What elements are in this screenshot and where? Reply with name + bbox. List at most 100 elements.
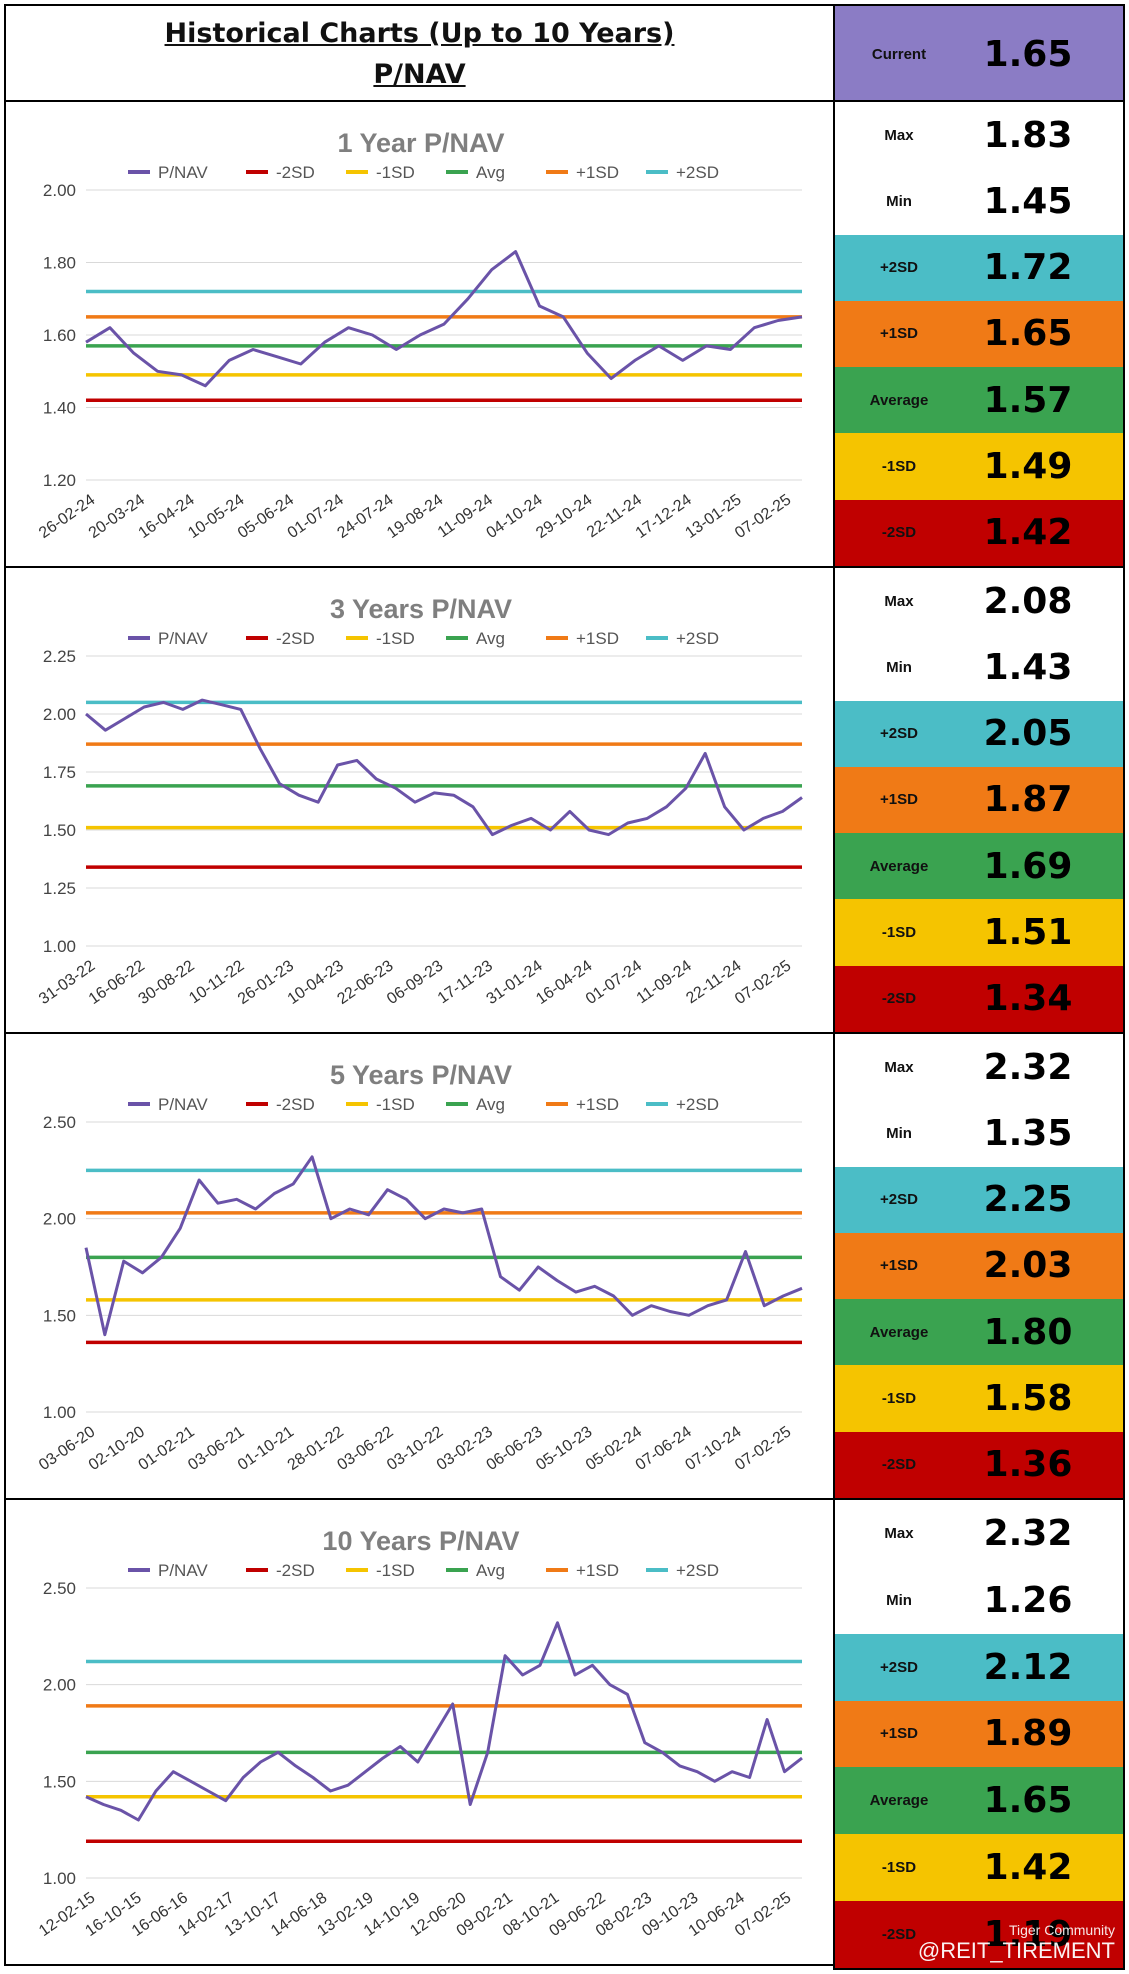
chart-title: 3 Years P/NAV xyxy=(330,594,512,624)
stat-max: Max 2.32 xyxy=(835,1500,1123,1567)
stat-minus1: -1SD 1.58 xyxy=(835,1365,1123,1432)
chart-panel-1y: 1 Year P/NAV P/NAV -2SD -1SD Avg +1SD +2SD 2.00… xyxy=(4,100,835,568)
stat-label: Min xyxy=(886,658,912,676)
legend-label: Avg xyxy=(476,163,505,182)
stat-value: 1.69 xyxy=(983,845,1073,887)
chart-title: 1 Year P/NAV xyxy=(337,128,504,158)
stat-label: +2SD xyxy=(880,259,918,277)
stat-value: 1.51 xyxy=(983,912,1073,954)
stat-label: +2SD xyxy=(880,725,918,743)
chart-panel-10y: 10 Years P/NAV P/NAV -2SD -1SD Avg +1SD +2SD 2.… xyxy=(4,1498,835,1966)
stat-value: 1.65 xyxy=(983,313,1073,355)
stat-value: 1.42 xyxy=(983,512,1073,554)
stat-label: Average xyxy=(869,1323,929,1341)
stat-value: 1.87 xyxy=(983,779,1073,821)
x-tick-label: 07-02-25 xyxy=(732,1423,794,1474)
stat-max: Max 2.32 xyxy=(835,1034,1123,1101)
y-tick-label: 1.50 xyxy=(43,821,76,840)
stat-value: 1.36 xyxy=(983,1444,1073,1486)
legend-label: P/NAV xyxy=(158,629,208,648)
stat-value: 2.03 xyxy=(983,1245,1073,1287)
chart-5y: 5 Years P/NAV P/NAV -2SD -1SD Avg +1SD +2SD 2.5… xyxy=(36,1060,803,1474)
y-tick-label: 1.50 xyxy=(43,1306,76,1325)
x-tick-label: 01-07-24 xyxy=(583,957,645,1008)
legend-label: +1SD xyxy=(576,163,619,182)
chart-title: 10 Years P/NAV xyxy=(322,1526,519,1556)
stat-label: +1SD xyxy=(880,1257,918,1275)
stat-value: 1.19 xyxy=(983,1914,1073,1956)
stat-plus1: +1SD 1.65 xyxy=(835,300,1123,368)
page-title: Historical Charts (Up to 10 Years) xyxy=(164,18,675,49)
legend-label: +2SD xyxy=(676,1095,719,1114)
stat-avg: Average 1.57 xyxy=(835,367,1123,434)
watermark: Tiger Community @REIT_TIREMENT xyxy=(918,1922,1115,1964)
stat-label: Max xyxy=(884,126,914,144)
y-tick-label: 2.50 xyxy=(43,1579,76,1598)
stat-value: 2.32 xyxy=(983,1512,1073,1554)
stat-label: -2SD xyxy=(881,1456,917,1474)
stat-value: 2.05 xyxy=(983,713,1073,755)
stat-label: +1SD xyxy=(880,791,918,809)
legend-label: -2SD xyxy=(276,1095,315,1114)
y-tick-label: 1.20 xyxy=(43,471,76,490)
stat-value: 1.49 xyxy=(983,446,1073,488)
y-tick-label: 1.75 xyxy=(43,763,76,782)
x-tick-label: 29-10-24 xyxy=(533,491,595,542)
y-tick-label: 1.60 xyxy=(43,326,76,345)
legend-label: Avg xyxy=(476,1561,505,1580)
stat-minus2: -2SD 1.19 xyxy=(835,1901,1123,1968)
stat-minus1: -1SD 1.51 xyxy=(835,899,1123,966)
x-tick-label: 30-08-22 xyxy=(136,957,198,1008)
y-tick-label: 1.00 xyxy=(43,1403,76,1422)
stat-label: Max xyxy=(884,592,914,610)
x-tick-label: 11-09-24 xyxy=(634,957,695,1007)
legend-label: -1SD xyxy=(376,1095,415,1114)
legend-label: -1SD xyxy=(376,163,415,182)
stat-plus1: +1SD 2.03 xyxy=(835,1232,1123,1300)
legend-label: +1SD xyxy=(576,629,619,648)
stat-label: Max xyxy=(884,1524,914,1542)
y-tick-label: 2.00 xyxy=(43,705,76,724)
page-subtitle: P/NAV xyxy=(373,59,466,90)
stat-label: Average xyxy=(869,391,929,409)
stat-min: Min 1.35 xyxy=(835,1100,1123,1167)
stat-label: -1SD xyxy=(881,458,917,476)
watermark-brand: Tiger Community xyxy=(1008,1922,1115,1938)
stat-value: 1.58 xyxy=(983,1378,1073,1420)
stats-panel-3y: Max 2.08 Min 1.43 +2SD 2.05 +1SD 1.87 Average 1.6… xyxy=(833,566,1125,1034)
stat-minus2: -2SD 1.36 xyxy=(835,1431,1123,1498)
stat-plus2: +2SD 2.12 xyxy=(835,1633,1123,1701)
stat-plus2: +2SD 1.72 xyxy=(835,234,1123,301)
legend-label: -1SD xyxy=(376,1561,415,1580)
legend-label: -2SD xyxy=(276,629,315,648)
stat-min: Min 1.43 xyxy=(835,634,1123,701)
pnav-series-line xyxy=(84,1155,803,1337)
x-tick-label: 06-09-23 xyxy=(384,957,446,1008)
legend-label: P/NAV xyxy=(158,163,208,182)
stat-min: Min 1.45 xyxy=(835,168,1123,235)
legend-label: P/NAV xyxy=(158,1561,208,1580)
y-tick-label: 2.00 xyxy=(43,1210,76,1229)
watermark-handle: @REIT_TIREMENT xyxy=(917,1938,1115,1963)
x-tick-label: 07-02-25 xyxy=(732,957,794,1008)
stat-plus2: +2SD 2.05 xyxy=(835,700,1123,767)
stat-label: -1SD xyxy=(881,924,917,942)
stat-value: 1.43 xyxy=(983,646,1073,688)
y-tick-label: 1.00 xyxy=(43,937,76,956)
stats-panel-10y: Max 2.32 Min 1.26 +2SD 2.12 +1SD 1.89 Average 1.6… xyxy=(833,1498,1125,1970)
x-tick-label: 19-08-24 xyxy=(384,491,446,542)
current-value: 1.65 xyxy=(983,33,1073,75)
stat-label: +1SD xyxy=(880,1725,918,1743)
legend-label: -2SD xyxy=(276,163,315,182)
stat-label: Min xyxy=(886,192,912,210)
y-tick-label: 1.00 xyxy=(43,1869,76,1888)
legend-label: -1SD xyxy=(376,629,415,648)
stat-value: 1.42 xyxy=(983,1847,1073,1889)
stat-plus1: +1SD 1.87 xyxy=(835,766,1123,834)
stat-value: 1.65 xyxy=(983,1780,1073,1822)
current-cell: Current 1.65 xyxy=(835,6,1123,102)
y-tick-label: 2.25 xyxy=(43,647,76,666)
stat-value: 1.83 xyxy=(983,114,1073,156)
stat-label: Average xyxy=(869,1792,929,1810)
stat-label: -1SD xyxy=(881,1390,917,1408)
